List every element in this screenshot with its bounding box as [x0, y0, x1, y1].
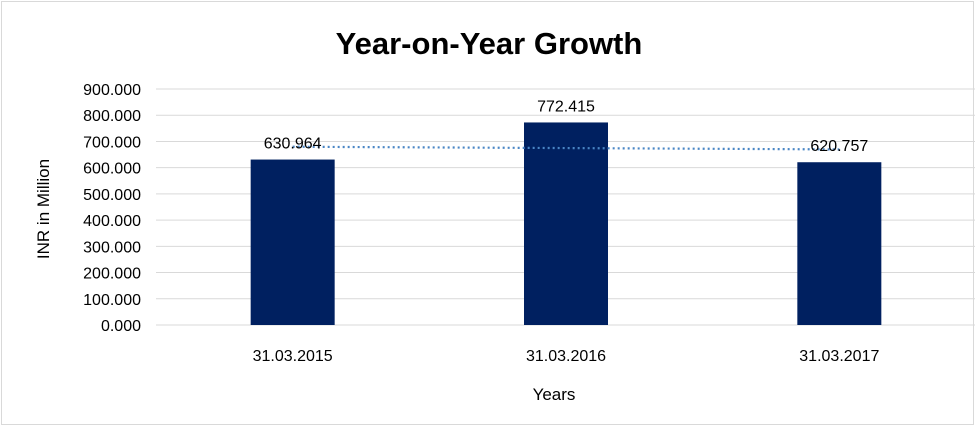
data-label: 630.964: [264, 136, 322, 153]
bar-chart: 0.000 100.000 200.000 300.000 400.000 500.000…: [34, 26, 976, 404]
y-axis-label: INR in Million: [34, 159, 53, 259]
x-axis-label: Years: [533, 385, 576, 404]
bar: [250, 159, 335, 325]
y-tick-label: 600.000: [83, 161, 141, 178]
y-axis-ticks: 0.000 100.000 200.000 300.000 400.000 500.000…: [83, 82, 141, 335]
x-tick-label: 31.03.2016: [526, 348, 606, 365]
data-labels: 630.964 772.415 620.757: [264, 98, 869, 155]
trendline: [292, 145, 840, 151]
chart-title: Year-on-Year Growth: [336, 26, 643, 61]
bar: [524, 122, 608, 325]
x-tick-label: 31.03.2017: [799, 348, 879, 365]
y-tick-label: 400.000: [83, 213, 141, 230]
x-axis-ticks: 31.03.2015 31.03.2016 31.03.2017: [253, 348, 880, 365]
data-label: 620.757: [810, 138, 868, 155]
trendline-path: [292, 145, 840, 151]
y-tick-label: 300.000: [83, 239, 141, 256]
y-tick-label: 500.000: [83, 187, 141, 204]
bar: [797, 162, 882, 325]
y-tick-label: 800.000: [83, 108, 141, 125]
y-tick-label: 0.000: [101, 318, 141, 335]
bars: [250, 122, 882, 325]
y-tick-label: 200.000: [83, 266, 141, 283]
y-tick-label: 100.000: [83, 292, 141, 309]
data-label: 772.415: [537, 98, 595, 115]
x-tick-label: 31.03.2015: [253, 348, 333, 365]
y-tick-label: 700.000: [83, 134, 141, 151]
y-tick-label: 900.000: [83, 82, 141, 99]
